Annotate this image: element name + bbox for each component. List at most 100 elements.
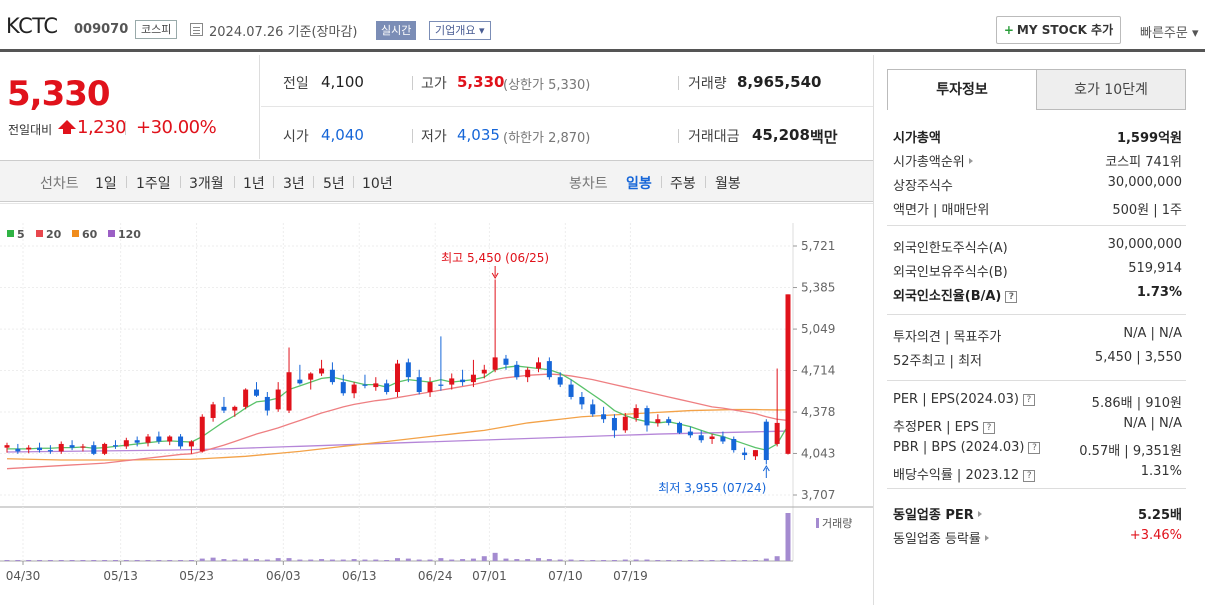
high-label: 고가: [421, 76, 447, 92]
candle-body: [210, 404, 216, 418]
chevron-down-icon: ▾: [478, 24, 485, 37]
x-tick-label: 07/10: [548, 569, 583, 583]
candle-body: [395, 363, 400, 393]
volume-legend-swatch: [816, 518, 819, 528]
quick-order-label: 빠른주문: [1140, 26, 1188, 41]
tab-orderbook[interactable]: 호가 10단계: [1036, 69, 1186, 110]
company-overview-dropdown[interactable]: 기업개요 ▾: [429, 21, 491, 40]
candle-body: [26, 447, 32, 450]
info-value: 30,000,000: [1107, 237, 1182, 252]
volume-bar: [232, 559, 238, 561]
candle-weekly[interactable]: 주봉: [670, 176, 696, 192]
volume-bar: [15, 560, 21, 561]
tab-investment-info[interactable]: 투자정보: [887, 69, 1037, 110]
volume-bar: [525, 559, 531, 561]
y-tick-label: 5,385: [801, 281, 835, 295]
price-summary: [0, 55, 260, 159]
help-icon[interactable]: ?: [1028, 442, 1041, 454]
chevron-right-icon: [968, 158, 973, 164]
volume-bar: [514, 559, 520, 561]
volume-bar: [286, 558, 292, 561]
volume-bar: [416, 559, 422, 561]
info-value: N/A | N/A: [1123, 326, 1182, 341]
info-label-text: PER | EPS(2024.03): [893, 392, 1019, 407]
candle-body: [405, 362, 411, 378]
divider: [887, 380, 1186, 381]
volume-bar: [601, 560, 607, 561]
info-value: 500원 | 1주: [1112, 203, 1182, 218]
price-change: 1,230: [77, 117, 127, 138]
quick-order-dropdown[interactable]: 빠른주문 ▾: [1140, 22, 1199, 41]
period-1w[interactable]: 1주일: [136, 176, 171, 192]
volume-bar: [731, 560, 737, 561]
candle-body: [720, 436, 726, 442]
candle-daily[interactable]: 일봉: [626, 176, 652, 192]
period-1y[interactable]: 1년: [243, 176, 265, 192]
y-tick-label: 4,378: [801, 405, 835, 419]
candle-monthly[interactable]: 월봉: [715, 176, 741, 192]
x-tick-label: 05/13: [103, 569, 138, 583]
chevron-right-icon: [977, 511, 982, 517]
info-label[interactable]: 동일업종 PER: [893, 504, 982, 523]
info-label-text: 동일업종 등락률: [893, 532, 981, 547]
info-label-text: 외국인보유주식수(B): [893, 265, 1008, 280]
candle-body: [449, 378, 455, 385]
help-icon[interactable]: ?: [1023, 470, 1036, 482]
realtime-button[interactable]: 실시간: [376, 21, 417, 40]
low-value: 4,035: [457, 126, 500, 144]
candle-body: [156, 436, 162, 442]
volume-bar: [655, 560, 661, 561]
volume-bar: [395, 558, 400, 561]
volume-bar: [698, 560, 704, 561]
info-label[interactable]: 시가총액순위: [893, 151, 973, 170]
volume-bar: [763, 558, 769, 561]
volume-bar: [568, 559, 574, 561]
period-3m[interactable]: 3개월: [189, 176, 224, 192]
candle-body: [536, 362, 542, 369]
info-label: PER | EPS(2024.03)?: [893, 392, 1035, 407]
period-3y[interactable]: 3년: [283, 176, 305, 192]
volume-bar: [221, 559, 227, 561]
current-price: 5,330: [7, 74, 111, 114]
candle-body: [601, 414, 607, 420]
period-5y[interactable]: 5년: [323, 176, 345, 192]
price-change-pct: +30.00%: [136, 117, 217, 138]
volume-bar: [37, 560, 43, 561]
candle-body: [112, 445, 118, 447]
candle-body: [319, 368, 325, 374]
divider: [412, 129, 413, 143]
info-value: 519,914: [1128, 261, 1182, 276]
divider: [180, 176, 181, 188]
info-label[interactable]: 동일업종 등락률: [893, 528, 989, 547]
add-mystock-button[interactable]: + MY STOCK 추가: [996, 16, 1121, 44]
candle-body: [37, 447, 43, 451]
legend-swatch: [108, 230, 115, 237]
help-icon[interactable]: ?: [1005, 291, 1018, 303]
price-chart[interactable]: 5,721 5,385 5,049 4,714 4,378 4,043 3,707 04/30…: [0, 203, 873, 605]
period-1d[interactable]: 1일: [95, 176, 117, 192]
info-value: 30,000,000: [1107, 175, 1182, 190]
legend-swatch: [36, 230, 43, 237]
volume-bar: [308, 559, 314, 561]
help-icon[interactable]: ?: [1022, 394, 1035, 406]
volume-bar: [644, 559, 650, 561]
candle-body: [123, 440, 129, 447]
candle-body: [199, 416, 205, 452]
help-icon[interactable]: ?: [982, 422, 995, 434]
legend-swatch: [7, 230, 14, 237]
candle-body: [655, 419, 661, 423]
chevron-right-icon: [984, 535, 989, 541]
volume-bar: [427, 559, 433, 561]
chevron-down-icon: ▾: [1191, 26, 1199, 41]
volume-bar: [384, 560, 390, 561]
candle-body: [188, 441, 194, 447]
candle-body: [514, 364, 520, 378]
candle-chart-label: 봉차트: [569, 176, 608, 192]
open-value: 4,040: [321, 126, 364, 144]
info-label: 상장주식수: [893, 175, 953, 194]
volume-bar: [438, 558, 444, 561]
open-label: 시가: [283, 129, 309, 145]
period-10y[interactable]: 10년: [362, 176, 393, 192]
divider: [887, 225, 1186, 226]
candle-body: [253, 389, 259, 396]
